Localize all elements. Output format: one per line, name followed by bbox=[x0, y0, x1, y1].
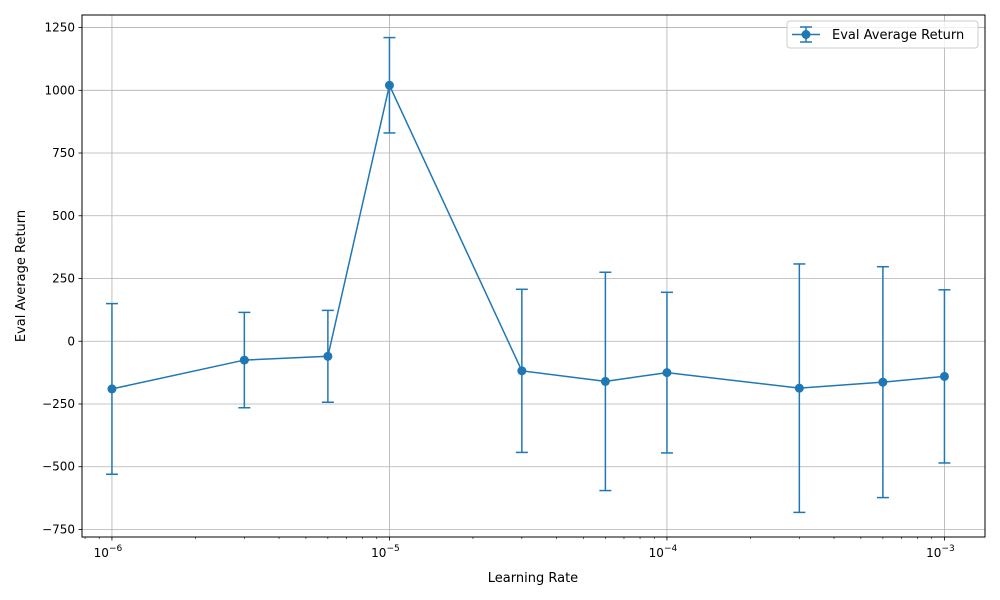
y-axis-ticks: −750 −500 −250 0 250 500 750 1000 1250 bbox=[42, 21, 82, 536]
data-point bbox=[517, 366, 527, 376]
legend-marker bbox=[801, 30, 811, 39]
y-axis-label: Eval Average Return bbox=[14, 210, 29, 342]
data-point bbox=[384, 80, 394, 90]
data-point bbox=[794, 383, 804, 393]
y-tick-label: 500 bbox=[52, 209, 75, 223]
data-point bbox=[600, 376, 610, 386]
y-tick-label: 750 bbox=[52, 146, 75, 160]
series-line bbox=[111, 82, 945, 390]
data-point bbox=[939, 371, 949, 381]
data-point bbox=[878, 377, 888, 387]
data-point bbox=[107, 384, 117, 394]
legend-box bbox=[786, 20, 979, 49]
data-point bbox=[662, 368, 672, 378]
x-axis-label: Learning Rate bbox=[488, 571, 578, 586]
plot-frame bbox=[81, 14, 986, 538]
series-layer bbox=[105, 36, 951, 514]
x-minor-ticks bbox=[84, 537, 933, 539]
legend: Eval Average Return bbox=[786, 20, 979, 49]
y-tick-label: 1250 bbox=[44, 21, 75, 35]
y-tick-label: 250 bbox=[52, 272, 75, 286]
y-tick-label: −250 bbox=[42, 397, 75, 411]
data-point bbox=[239, 355, 249, 365]
y-tick-label: 1000 bbox=[44, 83, 75, 97]
y-tick-label: −500 bbox=[42, 460, 75, 474]
y-tick-label: −750 bbox=[42, 522, 75, 536]
legend-label: Eval Average Return bbox=[832, 28, 964, 43]
data-point bbox=[323, 351, 333, 361]
y-tick-label: 0 bbox=[67, 334, 75, 348]
